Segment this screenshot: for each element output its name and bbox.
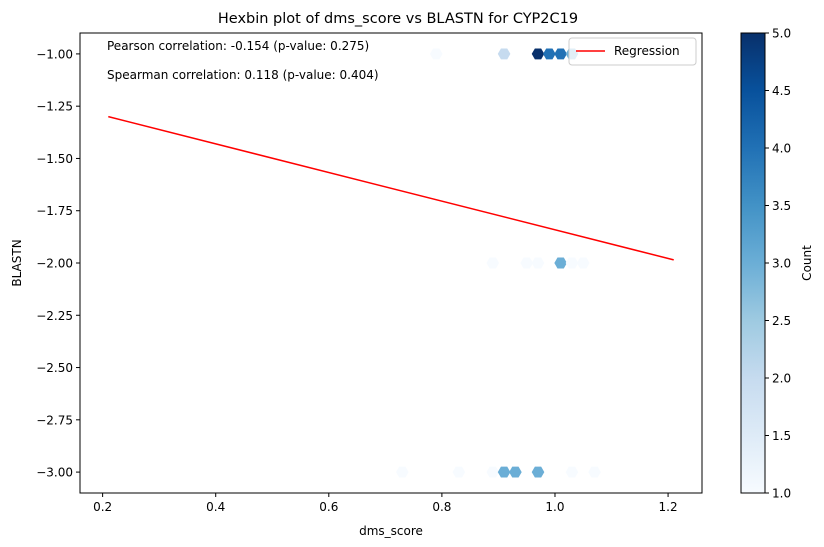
hexbin-cell xyxy=(452,466,466,478)
y-axis: −1.00 −1.25 −1.50 −1.75 −2.00 −2.25 −2.50 −2.75… xyxy=(36,47,80,480)
colorbar-tick-label: 1.0 xyxy=(772,487,791,501)
hexbin-layer xyxy=(396,48,601,478)
colorbar-tick-label: 1.5 xyxy=(772,429,791,443)
colorbar-gradient xyxy=(740,32,766,494)
hexbin-cell xyxy=(565,257,579,269)
hexbin-cell xyxy=(486,257,500,269)
y-tick-label: −2.75 xyxy=(36,413,73,427)
x-axis-title: dms_score xyxy=(359,524,423,538)
hexbin-cell xyxy=(543,48,556,60)
colorbar-label: Count xyxy=(800,245,814,281)
legend: Regression xyxy=(568,37,697,66)
x-tick-label: 0.4 xyxy=(206,500,225,514)
colorbar-ticks: 1.0 1.5 2.0 2.5 3.0 3.5 4.0 4.5 5.0 xyxy=(765,27,791,501)
y-tick-label: −1.75 xyxy=(36,204,73,218)
hexbin-cell xyxy=(486,466,500,478)
spearman-annotation: Spearman correlation: 0.118 (p-value: 0.… xyxy=(107,68,379,82)
hexbin-cell xyxy=(429,48,443,60)
x-tick-label: 0.8 xyxy=(432,500,451,514)
hexbin-cell xyxy=(531,257,545,269)
hexbin-cell xyxy=(497,466,511,478)
pearson-annotation: Pearson correlation: -0.154 (p-value: 0.… xyxy=(107,39,369,53)
colorbar-tick-label: 4.0 xyxy=(772,142,791,156)
x-tick-label: 1.2 xyxy=(659,500,678,514)
x-axis: 0.2 0.4 0.6 0.8 1.0 1.2 xyxy=(93,493,678,514)
regression-layer xyxy=(108,115,674,261)
y-tick-label: −1.00 xyxy=(36,47,73,61)
x-tick-label: 1.0 xyxy=(545,500,564,514)
y-tick-label: −3.00 xyxy=(36,466,73,480)
hexbin-cell xyxy=(554,257,567,269)
colorbar-tick-label: 4.5 xyxy=(772,84,791,98)
hexbin-cell xyxy=(497,48,511,60)
legend-box xyxy=(568,37,697,66)
hexbin-cell xyxy=(554,48,567,60)
y-tick-label: −2.25 xyxy=(36,309,73,323)
hexbin-cell xyxy=(588,466,601,478)
y-tick-label: −1.25 xyxy=(36,100,73,114)
y-tick-label: −2.50 xyxy=(36,361,73,375)
legend-regression-label: Regression xyxy=(614,44,680,58)
y-tick-label: −1.50 xyxy=(36,152,73,166)
x-tick-label: 0.6 xyxy=(319,500,338,514)
x-tick-label: 0.2 xyxy=(93,500,112,514)
hexbin-cell xyxy=(576,257,590,269)
colorbar-tick-label: 2.0 xyxy=(772,372,791,386)
plot-frame xyxy=(79,32,703,494)
hexbin-cell xyxy=(520,257,534,269)
regression-line xyxy=(108,115,674,261)
hexbin-cell xyxy=(396,466,409,478)
y-tick-label: −2.00 xyxy=(36,257,73,271)
colorbar: 1.0 1.5 2.0 2.5 3.0 3.5 4.0 4.5 5.0 Count xyxy=(740,27,814,501)
colorbar-tick-label: 2.5 xyxy=(772,314,791,328)
colorbar-tick-label: 3.0 xyxy=(772,257,791,271)
hexbin-cell xyxy=(509,466,522,478)
colorbar-tick-label: 5.0 xyxy=(772,27,791,41)
hexbin-cell xyxy=(565,466,579,478)
hexbin-cell xyxy=(531,466,545,478)
chart-title: Hexbin plot of dms_score vs BLASTN for C… xyxy=(218,11,578,27)
y-axis-title: BLASTN xyxy=(10,239,24,286)
hexbin-cell xyxy=(531,48,545,60)
colorbar-tick-label: 3.5 xyxy=(772,199,791,213)
